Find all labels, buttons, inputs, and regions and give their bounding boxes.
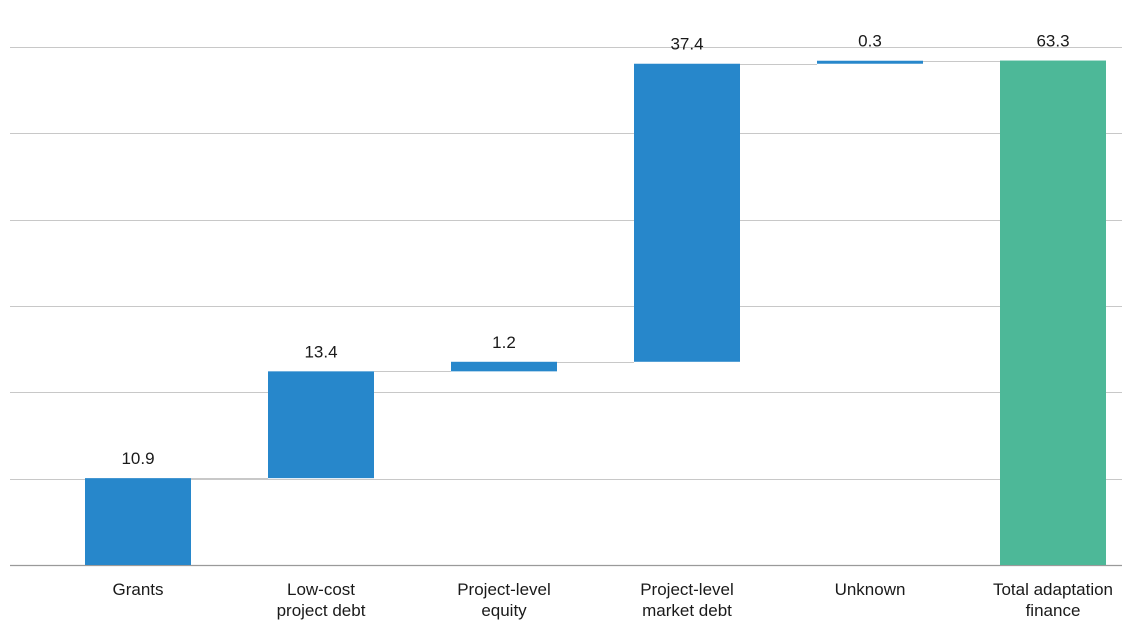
bar-increment (634, 63, 740, 362)
category-label: Grants (112, 580, 163, 599)
category-label: Total adaptation finance (993, 580, 1113, 620)
data-label: 13.4 (304, 342, 337, 361)
bar-layer (85, 60, 1106, 565)
bar-increment (85, 478, 191, 565)
bar-increment (817, 60, 923, 64)
bar-increment (268, 371, 374, 479)
data-label: 1.2 (492, 333, 516, 352)
category-label: Project-level equity (457, 580, 551, 620)
category-label: Low-cost project debt (277, 580, 366, 620)
label-layer: 10.9 13.4 1.2 37.4 0.3 63.3 (121, 32, 1069, 469)
data-label: 0.3 (858, 32, 882, 51)
category-layer: Grants Low-cost project debt Project-level e… (112, 580, 1113, 620)
data-label: 10.9 (121, 449, 154, 468)
connector-layer (191, 61, 1000, 479)
bar-total (1000, 60, 1106, 565)
category-label: Unknown (835, 580, 906, 599)
bar-increment (451, 361, 557, 372)
data-label: 63.3 (1036, 32, 1069, 51)
grid-layer (10, 47, 1122, 567)
category-label: Project-level market debt (640, 580, 734, 620)
data-label: 37.4 (670, 35, 703, 54)
